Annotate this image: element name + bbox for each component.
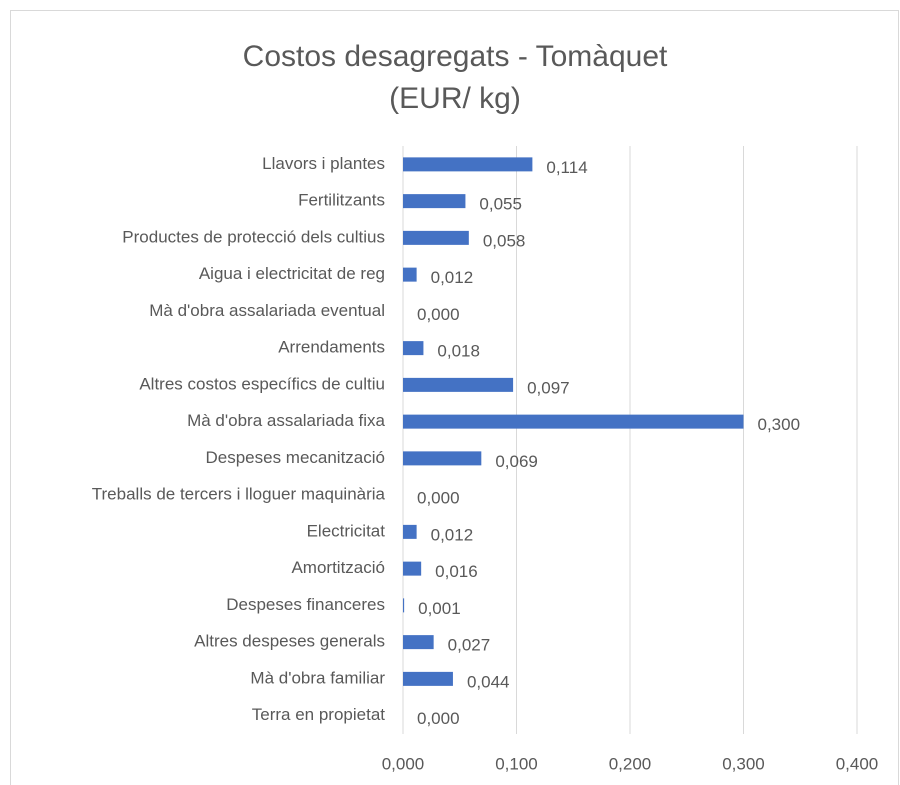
data-label: 0,097 — [527, 378, 570, 397]
bar — [403, 414, 744, 429]
bar — [403, 341, 424, 356]
bar — [403, 267, 417, 282]
bar — [403, 671, 453, 686]
y-tick-label: Treballs de tercers i lloguer maquinària — [92, 485, 386, 504]
y-tick-label: Amortització — [291, 558, 385, 577]
y-tick-label: Altres despeses generals — [194, 632, 385, 651]
x-tick-label: 0,200 — [609, 754, 652, 773]
chart-title: Costos desagregats - Tomàquet — [243, 40, 668, 73]
y-tick-label: Terra en propietat — [252, 705, 386, 724]
data-label: 0,027 — [448, 636, 491, 655]
bar — [403, 230, 469, 245]
y-tick-label: Mà d'obra familiar — [250, 668, 385, 687]
data-label: 0,000 — [417, 709, 460, 728]
x-tick-label: 0,000 — [382, 754, 425, 773]
y-tick-label: Aigua i electricitat de reg — [199, 264, 385, 283]
y-tick-label: Despeses mecanització — [205, 448, 385, 467]
x-tick-label: 0,300 — [722, 754, 765, 773]
data-label: 0,058 — [483, 231, 526, 250]
data-label: 0,114 — [546, 158, 587, 177]
data-label: 0,018 — [437, 342, 480, 361]
data-label: 0,012 — [431, 268, 474, 287]
data-label: 0,300 — [758, 415, 801, 434]
data-label: 0,012 — [431, 525, 474, 544]
chart-border — [10, 10, 899, 785]
y-tick-label: Despeses financeres — [226, 595, 385, 614]
bar — [403, 524, 417, 539]
y-tick-label: Mà d'obra assalariada fixa — [187, 411, 385, 430]
chart-subtitle: (EUR/ kg) — [389, 82, 521, 115]
bar — [403, 598, 405, 613]
bar — [403, 377, 514, 392]
y-tick-label: Fertilitzants — [298, 191, 385, 210]
y-tick-label: Productes de protecció dels cultius — [122, 227, 385, 246]
data-label: 0,000 — [417, 489, 460, 508]
y-tick-label: Electricitat — [307, 521, 386, 540]
y-tick-label: Altres costos específics de cultiu — [139, 374, 385, 393]
y-tick-label: Arrendaments — [278, 338, 385, 357]
bar — [403, 451, 482, 466]
bar — [403, 635, 434, 650]
data-label: 0,044 — [467, 672, 510, 691]
bar — [403, 157, 533, 172]
data-label: 0,016 — [435, 562, 478, 581]
y-tick-label: Llavors i plantes — [262, 154, 385, 173]
data-label: 0,000 — [417, 305, 460, 324]
y-tick-label: Mà d'obra assalariada eventual — [149, 301, 385, 320]
data-label: 0,069 — [495, 452, 538, 471]
x-tick-label: 0,100 — [495, 754, 538, 773]
x-tick-label: 0,400 — [836, 754, 879, 773]
data-label: 0,055 — [479, 195, 522, 214]
data-label: 0,001 — [418, 599, 461, 618]
bar — [403, 194, 466, 209]
bar — [403, 561, 422, 576]
